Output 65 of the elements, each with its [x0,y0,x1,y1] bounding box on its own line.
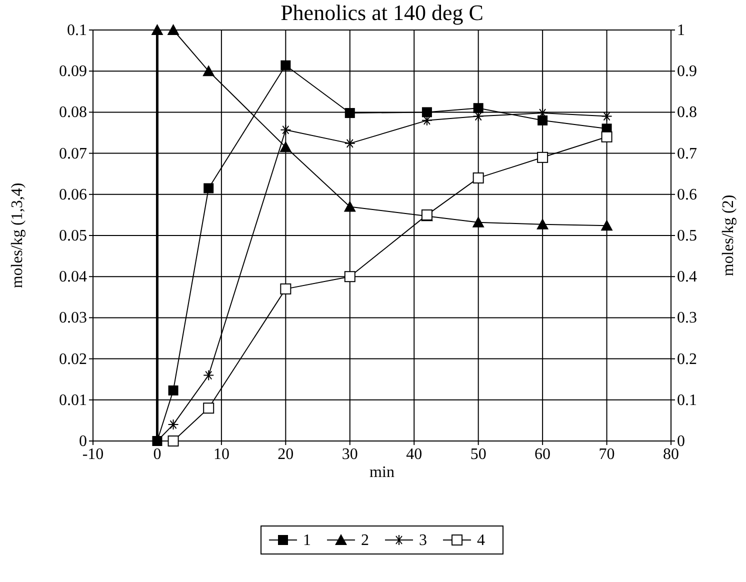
point [344,138,356,149]
point [536,218,549,230]
y2-tick-label: 0.9 [677,63,697,80]
point [203,370,214,381]
point [167,24,180,35]
point [344,108,355,118]
x-tick-label: 40 [406,446,422,463]
point [280,60,291,70]
point [472,216,484,228]
y-tick-label: 0.03 [59,310,87,327]
point [601,110,612,122]
point [472,172,484,184]
y2-tick-label: 0.6 [677,186,697,204]
y-tick-label: 0.06 [59,186,87,204]
y-tick-label: 0.09 [59,63,87,80]
point [538,115,548,126]
y-tick-label: 0.04 [59,268,87,286]
x-tick-label: 0 [153,446,162,463]
point [422,107,432,118]
legend-label: 3 [419,532,427,549]
point [537,152,548,163]
y-tick-label: 0.08 [59,104,87,122]
point [280,283,292,294]
y2-tick-label: 0 [677,433,685,450]
x-tick-label: 80 [663,446,679,463]
point [344,271,356,282]
y2-tick-label: 1 [677,22,685,39]
y2-tick-label: 0.3 [677,310,697,327]
y-tick-label: 0.1 [67,22,87,39]
x-tick-label: 30 [342,446,358,463]
legend-label: 2 [361,532,369,549]
point [202,65,215,76]
y2-tick-label: 0.7 [677,145,697,162]
y2-tick-label: 0.1 [677,392,697,409]
chart-title: Phenolics at 140 deg C [280,0,484,25]
point [280,124,292,136]
x-tick-label: 70 [598,446,615,463]
point [203,402,214,414]
y2-tick-label: 0.4 [677,268,697,286]
y2-tick-label: 0.5 [677,228,697,244]
point [168,436,179,446]
y-tick-label: 0.07 [59,145,87,162]
legend-label: 4 [477,532,485,549]
point [280,141,292,152]
y-tick-label: 0.05 [59,228,87,244]
point [473,103,484,114]
y2-axis-title: moles/kg (2) [720,194,737,276]
x-tick-label: 20 [278,446,294,463]
point [168,419,179,430]
point [168,385,178,396]
legend-label: 1 [303,532,311,549]
y-tick-label: 0.02 [59,350,87,368]
point [151,24,164,35]
point [344,200,356,212]
point [600,220,613,231]
x-axis-title: min [370,464,394,481]
y2-tick-label: 0.2 [677,350,697,368]
y-tick-label: 0.01 [59,392,87,409]
x-tick-label: 60 [534,446,551,463]
x-tick-label: 50 [470,446,486,463]
y2-tick-label: 0.8 [677,104,697,122]
y-axis-title: moles/kg (1,3,4) [9,182,26,288]
point [204,183,214,194]
x-tick-label: 10 [213,446,230,463]
point [601,131,612,142]
